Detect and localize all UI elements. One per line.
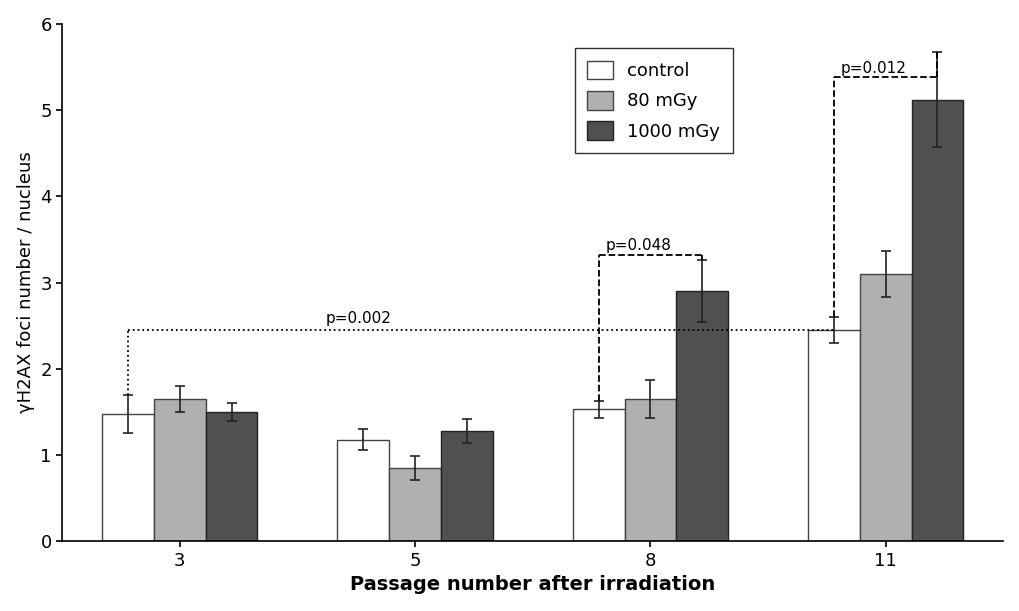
Bar — [102, 414, 154, 541]
Bar — [624, 399, 676, 541]
Bar — [154, 399, 206, 541]
Bar — [389, 468, 440, 541]
Bar — [807, 330, 859, 541]
Bar — [911, 100, 962, 541]
Bar — [440, 431, 492, 541]
X-axis label: Passage number after irradiation: Passage number after irradiation — [350, 576, 714, 595]
Bar — [206, 412, 257, 541]
Bar — [573, 409, 624, 541]
Text: p=0.002: p=0.002 — [325, 311, 391, 326]
Bar — [337, 439, 389, 541]
Y-axis label: γH2AX foci number / nucleus: γH2AX foci number / nucleus — [16, 152, 35, 414]
Text: p=0.012: p=0.012 — [840, 61, 906, 76]
Text: p=0.048: p=0.048 — [605, 238, 671, 253]
Legend: control, 80 mGy, 1000 mGy: control, 80 mGy, 1000 mGy — [574, 48, 732, 153]
Bar — [859, 274, 911, 541]
Bar — [676, 291, 728, 541]
